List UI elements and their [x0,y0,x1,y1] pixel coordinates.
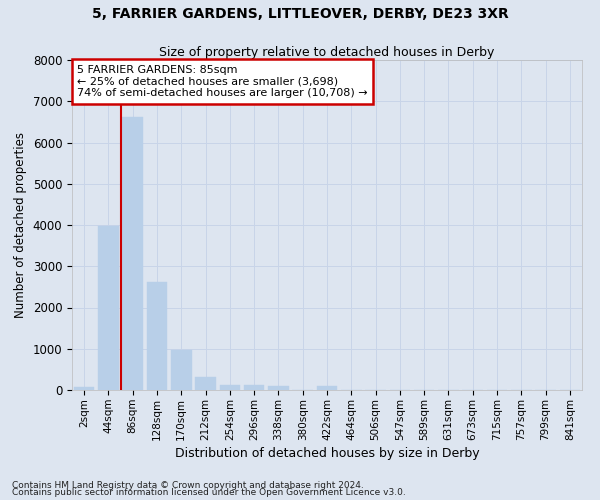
Bar [146,282,167,390]
Bar [195,377,216,390]
Bar [268,386,289,390]
Bar [74,387,94,390]
X-axis label: Distribution of detached houses by size in Derby: Distribution of detached houses by size … [175,446,479,460]
Bar [317,386,337,390]
Bar [244,386,265,390]
Bar [122,117,143,390]
Y-axis label: Number of detached properties: Number of detached properties [14,132,27,318]
Text: 5, FARRIER GARDENS, LITTLEOVER, DERBY, DE23 3XR: 5, FARRIER GARDENS, LITTLEOVER, DERBY, D… [92,8,508,22]
Text: Contains HM Land Registry data © Crown copyright and database right 2024.: Contains HM Land Registry data © Crown c… [12,480,364,490]
Bar [171,350,191,390]
Bar [220,384,240,390]
Text: 5 FARRIER GARDENS: 85sqm
← 25% of detached houses are smaller (3,698)
74% of sem: 5 FARRIER GARDENS: 85sqm ← 25% of detach… [77,65,368,98]
Title: Size of property relative to detached houses in Derby: Size of property relative to detached ho… [160,46,494,59]
Text: Contains public sector information licensed under the Open Government Licence v3: Contains public sector information licen… [12,488,406,497]
Bar [98,226,119,390]
